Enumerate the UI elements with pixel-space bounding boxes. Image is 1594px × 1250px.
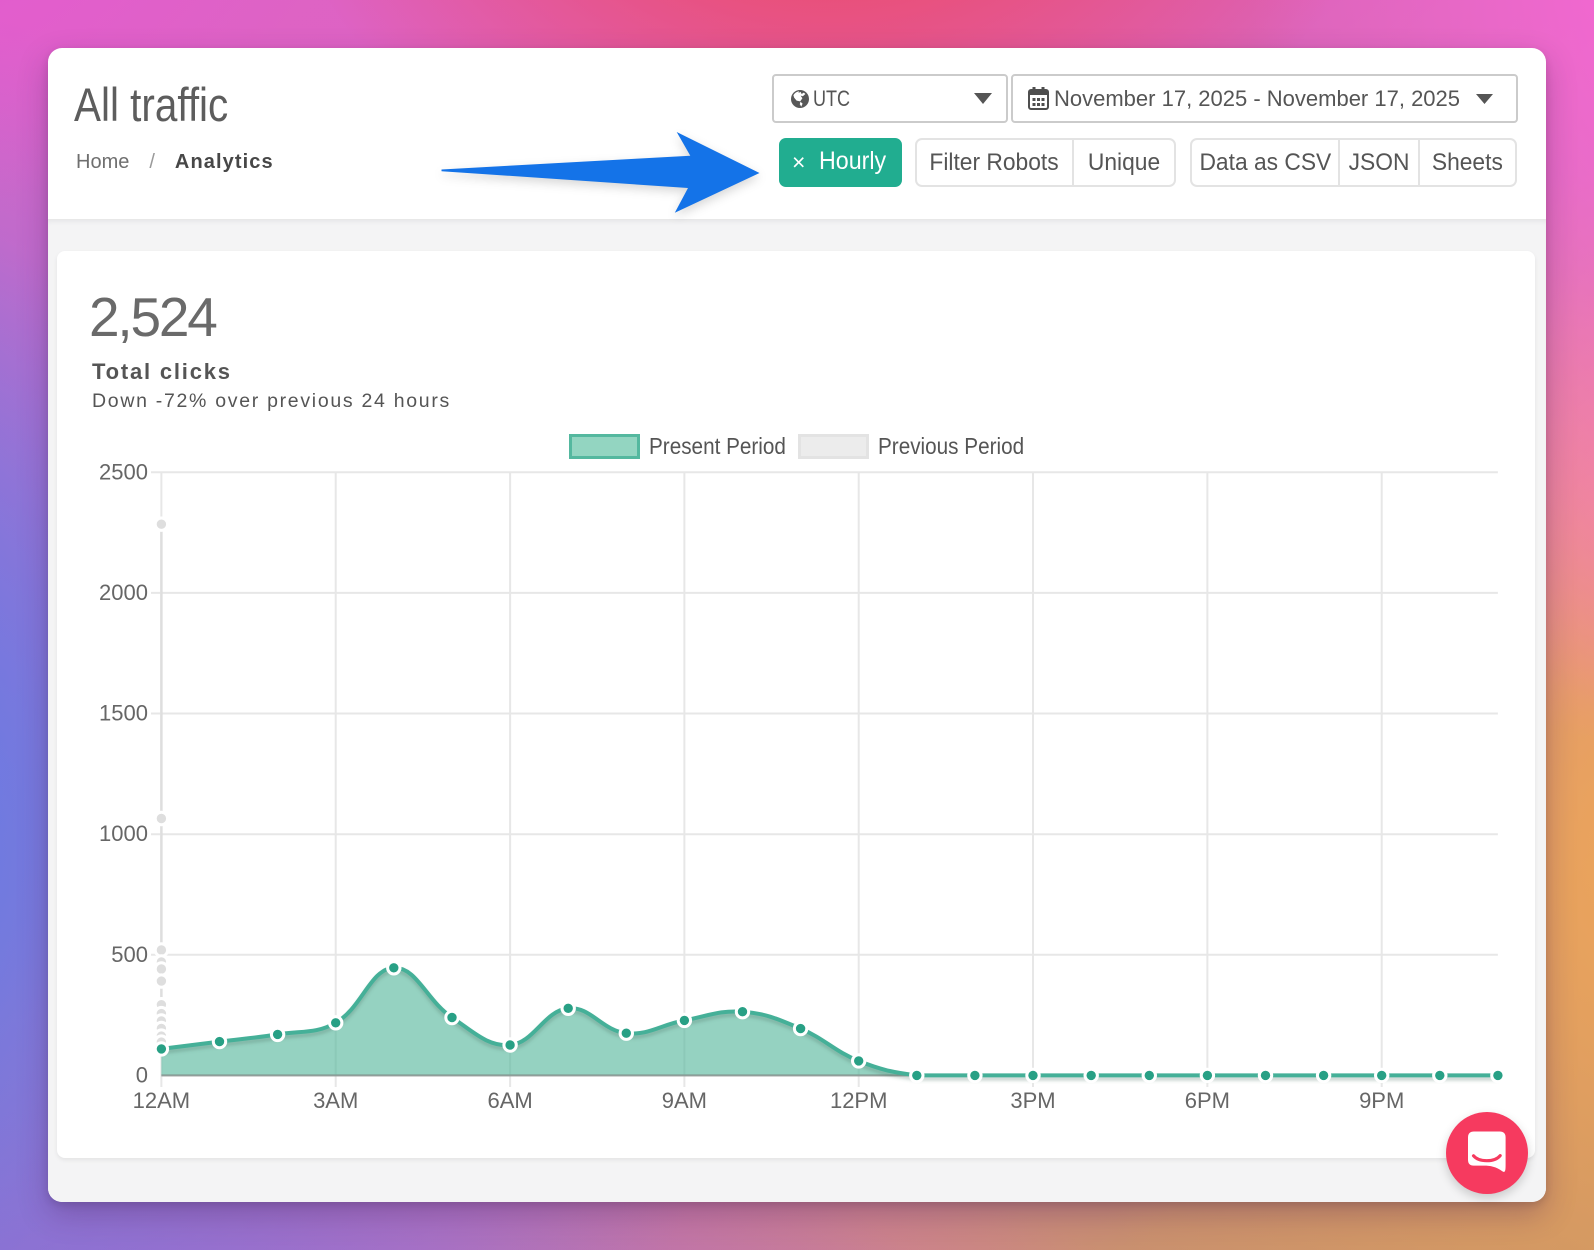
svg-text:3PM: 3PM xyxy=(1010,1088,1055,1113)
svg-text:1500: 1500 xyxy=(99,701,148,726)
svg-text:12PM: 12PM xyxy=(830,1088,887,1113)
svg-text:12AM: 12AM xyxy=(133,1088,190,1113)
svg-text:1000: 1000 xyxy=(99,821,148,846)
svg-text:3AM: 3AM xyxy=(313,1088,358,1113)
svg-text:0: 0 xyxy=(136,1062,148,1087)
svg-text:6AM: 6AM xyxy=(487,1088,532,1113)
svg-text:2500: 2500 xyxy=(99,459,148,484)
svg-text:9AM: 9AM xyxy=(662,1088,707,1113)
svg-text:9PM: 9PM xyxy=(1359,1088,1404,1113)
svg-text:500: 500 xyxy=(111,942,148,967)
svg-text:6PM: 6PM xyxy=(1185,1088,1230,1113)
svg-text:2000: 2000 xyxy=(99,580,148,605)
